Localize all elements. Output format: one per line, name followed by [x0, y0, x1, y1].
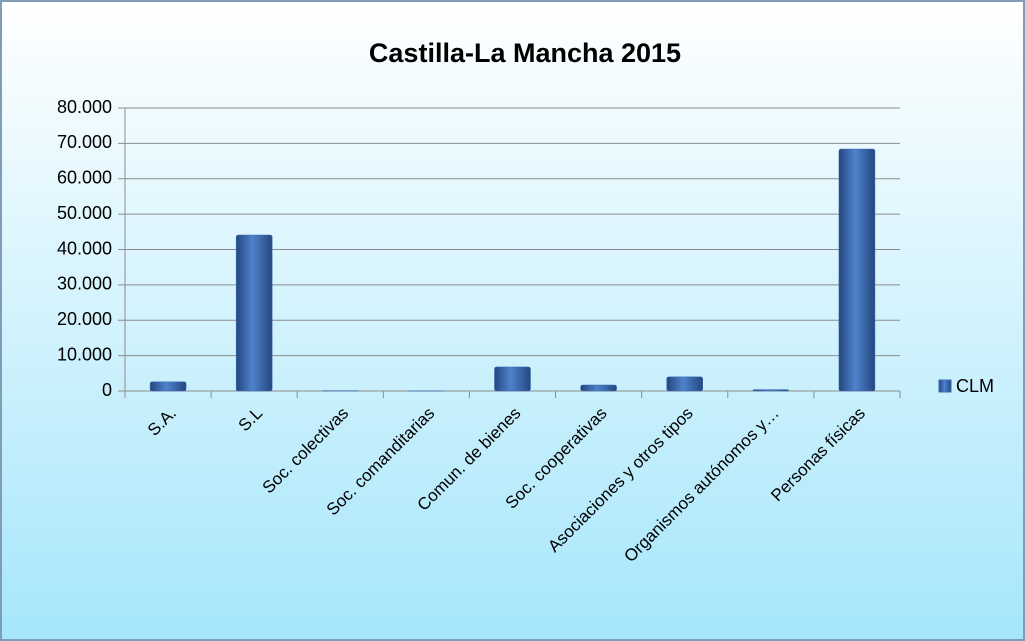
- y-tick-label: 70.000: [57, 132, 112, 152]
- legend-swatch: [938, 379, 952, 393]
- bar: [494, 366, 531, 392]
- y-tick-label: 40.000: [57, 238, 112, 258]
- bar: [752, 389, 790, 392]
- y-tick-label: 30.000: [57, 274, 112, 294]
- y-tick-label: 20.000: [57, 309, 112, 329]
- y-tick-label: 0: [102, 380, 112, 400]
- legend-label: CLM: [956, 376, 994, 396]
- y-tick-label: 80.000: [57, 97, 112, 117]
- chart-title: Castilla-La Mancha 2015: [369, 38, 681, 68]
- bar: [838, 148, 876, 392]
- bar: [666, 376, 703, 392]
- y-tick-label: 60.000: [57, 168, 112, 188]
- bar: [149, 381, 187, 392]
- bar: [580, 384, 617, 392]
- y-tick-label: 50.000: [57, 203, 112, 223]
- bar: [235, 234, 273, 392]
- y-tick-label: 10.000: [57, 344, 112, 364]
